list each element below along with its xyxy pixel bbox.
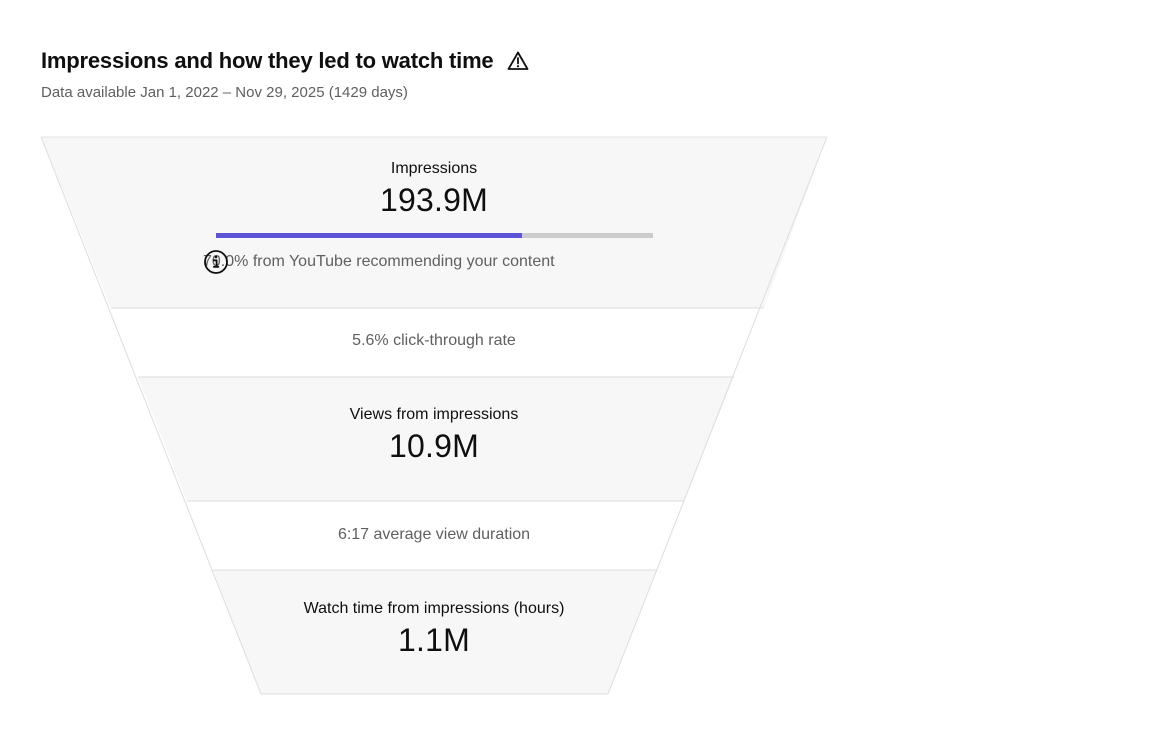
card-header: Impressions and how they led to watch ti… (41, 46, 529, 101)
watch-time-label: Watch time from impressions (hours) (303, 600, 565, 617)
impressions-label: Impressions (390, 160, 478, 177)
avd-text: 6:17 average view duration (337, 526, 531, 543)
views-block: Views from impressions 10.9M (41, 406, 827, 465)
card-title: Impressions and how they led to watch ti… (41, 48, 494, 73)
watch-time-block: Watch time from impressions (hours) 1.1M (41, 600, 827, 659)
watch-time-value: 1.1M (398, 622, 470, 658)
impressions-block: Impressions 193.9M (41, 160, 827, 219)
recommended-share-text: 70.0% from YouTube recommending your con… (203, 253, 555, 270)
impressions-value: 193.9M (380, 182, 488, 218)
ctr-text: 5.6% click-through rate (352, 332, 516, 349)
recommended-share-bar-fill (216, 233, 522, 238)
recommended-share-bar (216, 233, 653, 238)
views-label: Views from impressions (349, 406, 519, 423)
recommended-row: 70.0% from YouTube recommending your con… (203, 249, 601, 275)
views-value: 10.9M (389, 428, 479, 464)
info-circle-icon[interactable] (204, 249, 601, 275)
date-range-subtitle: Data available Jan 1, 2022 – Nov 29, 202… (41, 84, 408, 101)
warning-triangle-icon[interactable] (507, 50, 529, 72)
title-row: Impressions and how they led to watch ti… (41, 46, 529, 76)
